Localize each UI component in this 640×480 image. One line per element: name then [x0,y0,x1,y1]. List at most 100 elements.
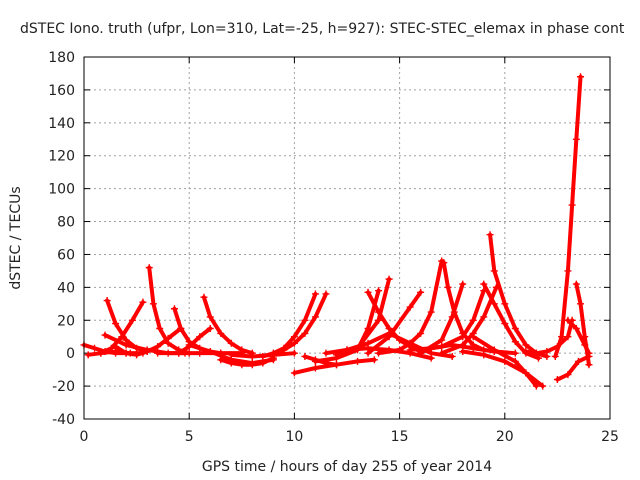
data-point [522,341,530,349]
series-line [366,290,423,356]
series-line [376,259,444,356]
data-point [532,349,540,357]
data-point [364,288,372,296]
data-point [185,341,193,349]
data-point [539,382,547,390]
data-point [91,344,99,352]
data-point [112,320,120,328]
data-point [97,349,105,357]
data-point [238,361,246,369]
data-point [427,308,435,316]
series-24 [375,257,446,357]
data-point [385,275,393,283]
series-line [418,282,465,356]
series-21 [343,329,456,360]
x-tick-label: 20 [496,429,514,445]
series-23 [364,288,425,357]
data-point [417,329,425,337]
series-line [441,260,486,352]
data-point [585,349,593,357]
data-point [128,316,136,324]
data-point [156,325,164,332]
data-point [438,349,446,357]
data-point [490,346,498,354]
series-line [176,326,213,356]
data-point [354,357,362,365]
data-point [375,308,383,316]
data-point [396,336,404,344]
data-point [370,356,378,364]
data-point [227,351,235,359]
data-point [375,287,383,295]
data-point [122,341,130,349]
data-point [459,329,467,337]
data-point [322,349,330,357]
data-point [164,334,172,342]
data-point [543,348,551,356]
data-point [501,357,509,365]
series-3 [97,298,147,357]
data-point [311,290,319,298]
data-point [385,333,393,341]
data-point [480,313,488,321]
data-point [406,339,414,347]
y-tick-label: -40 [52,412,75,428]
data-point [444,283,452,291]
series-34 [522,316,576,357]
data-point [301,352,309,360]
x-tick-labels: 0 5 10 15 20 25 [80,429,619,445]
data-point [448,313,456,321]
data-point [459,348,467,356]
data-point [438,343,446,351]
data-point [259,359,267,367]
data-point [574,357,582,365]
series-line [555,354,591,382]
x-tick-label: 25 [601,429,619,445]
data-point [469,341,477,349]
x-tick-label: 10 [285,429,303,445]
data-point [139,298,147,306]
data-point [459,341,467,349]
data-point [206,325,214,332]
data-point [572,325,580,332]
data-point [406,346,414,354]
data-point [311,357,319,365]
data-point [301,316,309,324]
data-point [200,293,208,301]
series-35 [551,73,585,360]
y-tick-label: 40 [57,280,75,296]
data-point [511,325,519,332]
data-point [196,349,204,357]
chart-title: dSTEC Iono. truth (ufpr, Lon=310, Lat=-2… [20,21,625,37]
data-point [511,349,519,357]
data-point [84,351,92,359]
data-point [406,303,414,311]
data-point [170,305,178,313]
data-point [206,313,214,321]
data-point [154,349,162,357]
plot-frame [83,56,611,420]
data-point [107,344,115,352]
data-point [364,349,372,357]
y-tick-labels: -40 -20 0 20 40 60 80 100 120 140 160 180 [48,50,75,428]
data-point [145,264,153,272]
y-tick-label: 100 [48,182,75,198]
data-point [311,364,319,372]
series-15 [269,290,330,359]
data-point [568,201,576,209]
data-point [217,329,225,337]
data-point [564,316,572,324]
data-point [438,336,446,344]
series-line [565,318,591,356]
series-33 [459,348,547,390]
data-point [581,341,589,349]
y-tick-label: 120 [48,149,75,165]
data-point [551,352,559,360]
data-point [501,300,509,308]
data-point [290,333,298,341]
data-point [585,361,593,369]
data-point [343,346,351,354]
data-point [154,343,162,351]
data-point [175,349,183,357]
y-tick-label: 160 [48,83,75,99]
